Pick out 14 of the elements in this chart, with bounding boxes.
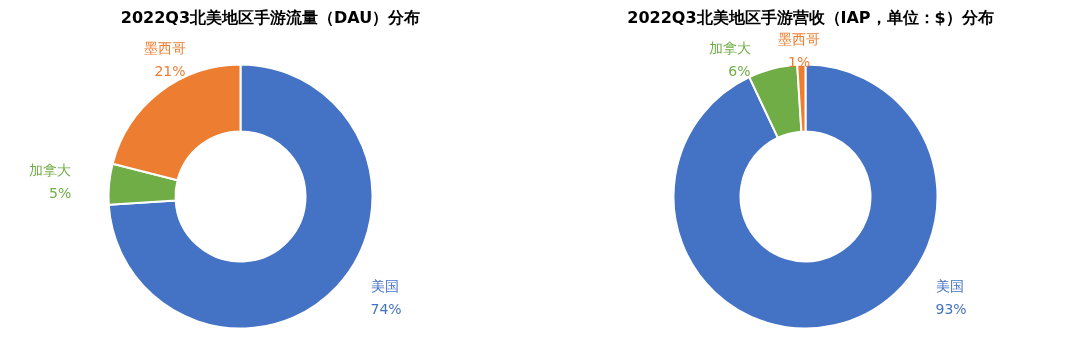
data-label: 93%: [935, 300, 967, 317]
data-label: 21%: [154, 62, 186, 79]
slice-label: 加拿大: [29, 162, 72, 179]
data-label: 74%: [370, 300, 402, 317]
chart-title: 2022Q3北美地区手游营收（IAP，单位：$）分布: [627, 7, 994, 27]
slice-label: 墨西哥: [143, 39, 186, 56]
slice-label: 墨西哥: [778, 30, 821, 47]
slice-label: 美国: [935, 277, 964, 294]
chart-title: 2022Q3北美地区手游流量（DAU）分布: [120, 7, 421, 27]
slice-label: 美国: [370, 277, 399, 294]
slice-label: 加拿大: [708, 39, 751, 56]
data-label: 6%: [728, 62, 751, 79]
data-label: 5%: [49, 185, 72, 202]
data-label: 1%: [788, 53, 811, 70]
